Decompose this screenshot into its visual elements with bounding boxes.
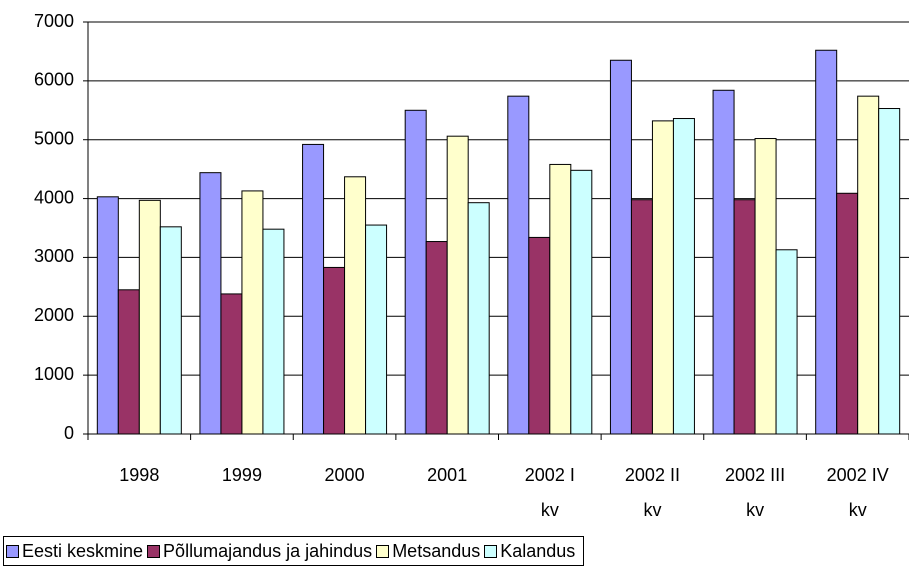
bar bbox=[138, 199, 161, 435]
bar bbox=[609, 59, 632, 435]
bar bbox=[302, 143, 325, 435]
bar bbox=[344, 176, 367, 435]
bar bbox=[815, 49, 838, 435]
bar bbox=[117, 289, 140, 435]
y-tick-label: 6000 bbox=[34, 70, 74, 90]
x-tick-label: 1998 bbox=[119, 465, 160, 485]
y-tick-label: 4000 bbox=[34, 187, 74, 207]
y-tick-label: 0 bbox=[64, 423, 74, 443]
bar bbox=[857, 95, 880, 435]
bar bbox=[507, 95, 530, 435]
bar bbox=[425, 241, 448, 435]
x-tick-label: 2002 III kv bbox=[725, 465, 786, 520]
bar bbox=[241, 190, 264, 435]
legend-label: Kalandus bbox=[500, 540, 576, 561]
legend-label: Metsandus bbox=[392, 540, 481, 561]
x-tick-label: 2001 bbox=[427, 465, 468, 485]
bar bbox=[323, 266, 346, 435]
bar bbox=[159, 226, 182, 435]
legend-item: Eesti keskmine bbox=[6, 541, 143, 562]
chart: 0 1000 2000 3000 4000 5000 6000 7000 bbox=[34, 11, 909, 443]
bar bbox=[630, 199, 653, 435]
legend-label: Põllumajandus ja jahindus bbox=[163, 540, 373, 561]
bar bbox=[220, 293, 243, 435]
x-tick-label: 2002 II kv bbox=[624, 465, 680, 520]
legend-item: Põllumajandus ja jahindus bbox=[147, 541, 372, 562]
bar bbox=[712, 89, 735, 435]
bar bbox=[549, 163, 572, 435]
bar bbox=[836, 192, 859, 435]
bar bbox=[96, 196, 119, 435]
bar bbox=[754, 138, 777, 435]
bar bbox=[775, 249, 798, 435]
bar bbox=[570, 169, 593, 435]
x-tick-label: 2000 bbox=[324, 465, 365, 485]
bar bbox=[199, 172, 222, 435]
bar bbox=[365, 224, 388, 435]
y-tick-label: 7000 bbox=[34, 11, 74, 31]
bar bbox=[528, 236, 551, 435]
x-tick-label: 2002 IV kv bbox=[826, 465, 889, 520]
y-tick-label: 2000 bbox=[34, 305, 74, 325]
legend-swatch bbox=[484, 544, 498, 558]
bar bbox=[446, 135, 469, 435]
y-tick-label: 3000 bbox=[34, 246, 74, 266]
bar bbox=[262, 228, 285, 435]
legend-item: Kalandus bbox=[484, 541, 575, 562]
legend-swatch bbox=[147, 544, 161, 558]
bar bbox=[733, 199, 756, 435]
bar bbox=[467, 202, 490, 435]
bar bbox=[672, 118, 695, 435]
legend-swatch bbox=[376, 544, 390, 558]
y-tick-label: 1000 bbox=[34, 364, 74, 384]
legend-label: Eesti keskmine bbox=[22, 540, 144, 561]
x-tick-label: 2002 I kv bbox=[524, 465, 575, 520]
y-tick-label: 5000 bbox=[34, 128, 74, 148]
bar bbox=[651, 120, 674, 435]
x-tick-label: 1999 bbox=[221, 465, 262, 485]
legend: Eesti keskmine Põllumajandus ja jahindus M… bbox=[3, 536, 585, 566]
legend-item: Metsandus bbox=[376, 541, 480, 562]
bar bbox=[404, 109, 427, 435]
bar bbox=[878, 108, 901, 435]
legend-swatch bbox=[6, 544, 19, 558]
